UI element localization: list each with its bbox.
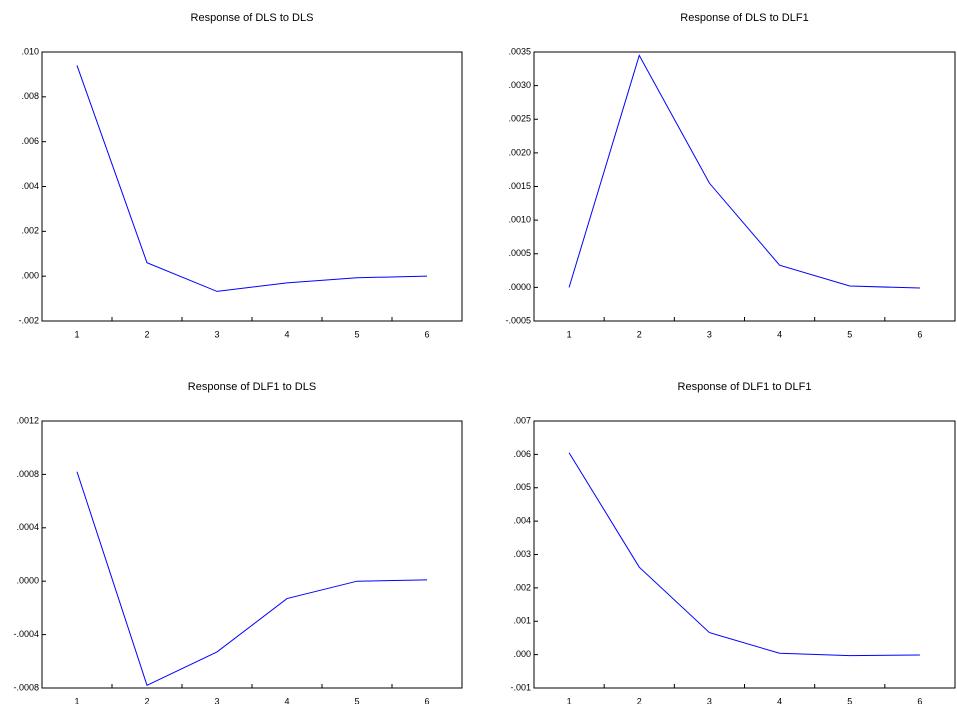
plot-frame: [41, 51, 463, 322]
y-tick-label: -.0005: [505, 315, 531, 325]
x-tick-label: 3: [214, 329, 219, 339]
x-tick-label: 2: [144, 696, 149, 704]
x-tick-label: 3: [707, 329, 712, 339]
y-tick-label: .0020: [508, 147, 531, 157]
x-tick-label: 6: [424, 329, 429, 339]
x-tick-label: 2: [144, 329, 149, 339]
x-tick-label: 1: [74, 696, 79, 704]
y-tick-label: .0000: [508, 282, 531, 292]
y-tick-label: .007: [513, 415, 531, 425]
y-tick-label: .0025: [508, 114, 531, 124]
x-tick-label: 5: [847, 696, 852, 704]
y-tick-label: -.0004: [13, 629, 39, 639]
chart-title: Response of DLF1 to DLF1: [678, 381, 812, 393]
y-tick-label: .004: [21, 181, 39, 191]
y-tick-label: .000: [21, 271, 39, 281]
y-tick-label: -.0008: [13, 682, 39, 692]
plot-frame: [41, 420, 463, 689]
y-tick-label: .0015: [508, 181, 531, 191]
y-tick-label: .002: [513, 582, 531, 592]
line-series: [76, 65, 428, 292]
x-tick-label: 3: [214, 696, 219, 704]
y-tick-label: .0008: [16, 469, 39, 479]
chart-title: Response of DLF1 to DLS: [188, 381, 316, 393]
y-tick-label: .0005: [508, 248, 531, 258]
line-series: [568, 54, 920, 289]
x-tick-label: 1: [74, 329, 79, 339]
x-tick-label: 3: [707, 696, 712, 704]
y-tick-label: -.001: [510, 682, 531, 692]
x-tick-label: 4: [284, 696, 289, 704]
x-tick-label: 2: [637, 329, 642, 339]
y-tick-label: .0035: [508, 46, 531, 56]
x-tick-label: 1: [567, 329, 572, 339]
y-tick-label: .004: [513, 516, 531, 526]
line-series: [76, 471, 428, 687]
chart-title: Response of DLS to DLF1: [680, 12, 808, 24]
chart-title: Response of DLS to DLS: [191, 12, 314, 24]
x-tick-label: 4: [777, 696, 782, 704]
x-tick-label: 1: [567, 696, 572, 704]
x-tick-label: 2: [637, 696, 642, 704]
y-tick-label: -.002: [18, 315, 39, 325]
line-series: [568, 452, 920, 657]
plot-frame: [533, 51, 956, 322]
y-tick-label: .0030: [508, 80, 531, 90]
y-tick-label: .0010: [508, 215, 531, 225]
y-tick-label: .003: [513, 549, 531, 559]
y-tick-label: .000: [513, 649, 531, 659]
y-tick-label: .0012: [16, 415, 39, 425]
x-tick-label: 4: [777, 329, 782, 339]
y-tick-label: .005: [513, 482, 531, 492]
x-tick-label: 5: [354, 329, 359, 339]
y-tick-label: .006: [21, 136, 39, 146]
y-tick-label: .0004: [16, 522, 39, 532]
y-tick-label: .0000: [16, 576, 39, 586]
y-tick-label: .002: [21, 226, 39, 236]
y-tick-label: .010: [21, 46, 39, 56]
y-tick-label: .001: [513, 616, 531, 626]
x-tick-label: 6: [424, 696, 429, 704]
y-tick-label: .006: [513, 449, 531, 459]
x-tick-label: 5: [847, 329, 852, 339]
plot-frame: [533, 420, 956, 689]
x-tick-label: 6: [917, 696, 922, 704]
y-tick-label: .008: [21, 91, 39, 101]
x-tick-label: 4: [284, 329, 289, 339]
x-tick-label: 5: [354, 696, 359, 704]
x-tick-label: 6: [917, 329, 922, 339]
